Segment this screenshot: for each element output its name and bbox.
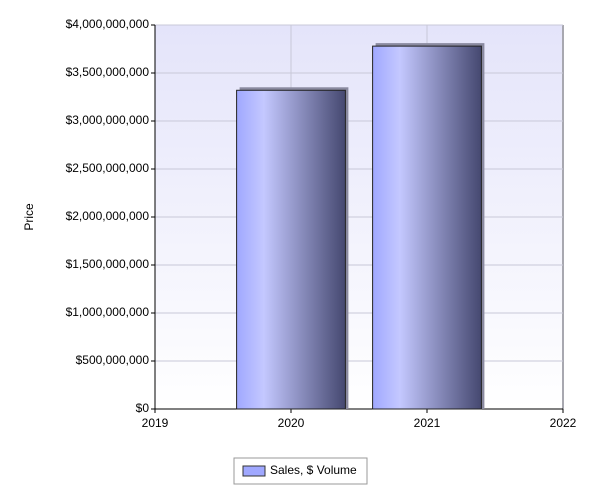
x-tick-label: 2020 xyxy=(278,416,305,430)
legend-label: Sales, $ Volume xyxy=(270,463,357,477)
y-tick-label: $2,500,000,000 xyxy=(66,161,150,175)
y-tick-label: $3,500,000,000 xyxy=(66,65,150,79)
y-tick-label: $4,000,000,000 xyxy=(66,17,150,31)
x-tick-label: 2021 xyxy=(414,416,441,430)
y-tick-label: $2,000,000,000 xyxy=(66,209,150,223)
y-axis-label: Price xyxy=(22,203,36,231)
legend-swatch xyxy=(242,465,266,477)
bar xyxy=(236,89,346,410)
y-tick-label: $500,000,000 xyxy=(76,353,150,367)
bar xyxy=(372,45,482,410)
y-tick-label: $1,000,000,000 xyxy=(66,305,150,319)
y-tick-label: $3,000,000,000 xyxy=(66,113,150,127)
x-tick-label: 2019 xyxy=(142,416,169,430)
x-tick-label: 2022 xyxy=(550,416,577,430)
y-tick-label: $1,500,000,000 xyxy=(66,257,150,271)
y-tick-label: $0 xyxy=(136,401,150,415)
